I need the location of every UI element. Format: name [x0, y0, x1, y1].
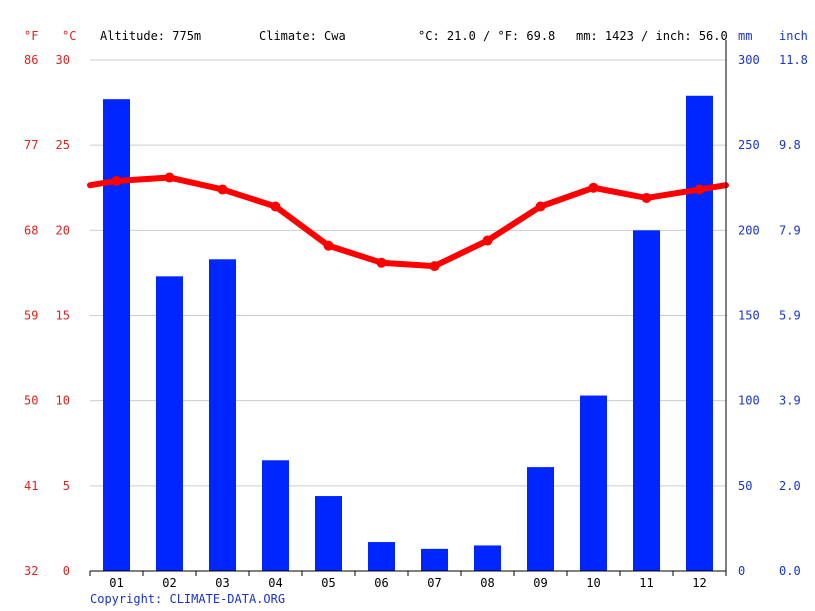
precipitation-bar — [580, 395, 607, 571]
fahrenheit-tick-label: 59 — [24, 309, 38, 323]
precipitation-bar — [156, 276, 183, 571]
celsius-tick-label: 0 — [63, 564, 70, 578]
fahrenheit-unit-label: °F — [24, 29, 38, 43]
precipitation-bar — [527, 467, 554, 571]
temperature-point — [535, 201, 546, 212]
fahrenheit-tick-label: 41 — [24, 479, 38, 493]
mm-tick-label: 200 — [738, 223, 760, 237]
altitude-label: Altitude: 775m — [100, 29, 201, 43]
celsius-tick-label: 5 — [63, 479, 70, 493]
celsius-tick-label: 10 — [56, 394, 70, 408]
inch-tick-label: 5.9 — [779, 309, 801, 323]
precipitation-bar — [686, 95, 713, 572]
month-label: 04 — [268, 576, 282, 590]
temperature-point — [217, 184, 228, 195]
celsius-tick-label: 30 — [56, 53, 70, 67]
precipitation-bar — [368, 542, 395, 571]
copyright-link[interactable]: Copyright: CLIMATE-DATA.ORG — [90, 592, 285, 606]
celsius-tick-label: 25 — [56, 138, 70, 152]
month-label: 03 — [215, 576, 229, 590]
fahrenheit-tick-label: 68 — [24, 223, 38, 237]
celsius-tick-label: 15 — [56, 309, 70, 323]
mm-tick-label: 150 — [738, 309, 760, 323]
inch-tick-label: 7.9 — [779, 223, 801, 237]
mm-tick-label: 50 — [738, 479, 752, 493]
precipitation-bar — [262, 460, 289, 571]
temperature-line — [87, 172, 729, 272]
month-label: 01 — [109, 576, 123, 590]
mm-tick-label: 100 — [738, 394, 760, 408]
climate-label: Climate: Cwa — [259, 29, 346, 43]
month-label: 05 — [321, 576, 335, 590]
grid-lines — [90, 59, 726, 487]
precipitation-bars — [103, 95, 713, 572]
mm-tick-label: 300 — [738, 53, 760, 67]
precipitation-bar — [474, 545, 501, 571]
mm-unit-label: mm — [738, 29, 752, 43]
temperature-point — [588, 182, 599, 193]
fahrenheit-tick-label: 77 — [24, 138, 38, 152]
precipitation-bar — [209, 259, 236, 571]
temperature-point — [270, 201, 281, 212]
temperature-polyline — [87, 174, 729, 270]
precipitation-bar — [633, 230, 660, 572]
month-label: 12 — [692, 576, 706, 590]
fahrenheit-tick-label: 32 — [24, 564, 38, 578]
inch-tick-label: 0.0 — [779, 564, 801, 578]
temperature-point — [323, 240, 334, 251]
precipitation-bar — [421, 548, 448, 571]
axes — [89, 40, 727, 576]
precipitation-bar — [315, 496, 342, 571]
celsius-tick-label: 20 — [56, 223, 70, 237]
fahrenheit-tick-label: 50 — [24, 394, 38, 408]
inch-tick-label: 2.0 — [779, 479, 801, 493]
month-label: 08 — [480, 576, 494, 590]
temperature-point — [111, 175, 122, 186]
temperature-point — [429, 261, 440, 272]
inch-tick-label: 11.8 — [779, 53, 808, 67]
temperature-point — [641, 192, 652, 203]
inch-unit-label: inch — [779, 29, 808, 43]
temperature-point — [376, 257, 387, 268]
month-label: 11 — [639, 576, 653, 590]
month-label: 10 — [586, 576, 600, 590]
mm-tick-label: 250 — [738, 138, 760, 152]
precipitation-bar — [103, 99, 130, 571]
temperature-point — [164, 172, 175, 183]
month-label: 09 — [533, 576, 547, 590]
temperature-point — [694, 184, 705, 195]
month-label: 06 — [374, 576, 388, 590]
month-label: 07 — [427, 576, 441, 590]
tick-labels: 86 30 300 11.8 77 25 250 9.8 68 20 200 7.9 59 15 150 5.… — [24, 53, 808, 590]
annual-precipitation-label: mm: 1423 / inch: 56.0 — [576, 29, 728, 43]
inch-tick-label: 9.8 — [779, 138, 801, 152]
month-label: 02 — [162, 576, 176, 590]
average-temperature-label: °C: 21.0 / °F: 69.8 — [418, 29, 555, 43]
fahrenheit-tick-label: 86 — [24, 53, 38, 67]
temperature-point — [482, 235, 493, 246]
celsius-unit-label: °C — [62, 29, 76, 43]
mm-tick-label: 0 — [738, 564, 745, 578]
inch-tick-label: 3.9 — [779, 394, 801, 408]
